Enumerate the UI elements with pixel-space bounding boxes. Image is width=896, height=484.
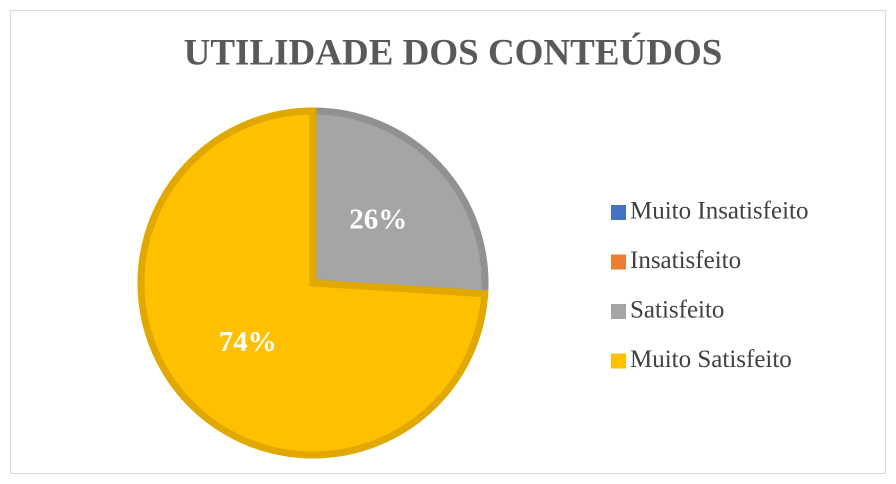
pie-slice [137,107,489,459]
pie-slice-edge [309,107,489,298]
legend-label: Insatisfeito [630,247,741,274]
legend-swatch [611,254,626,270]
legend-label: Satisfeito [630,297,724,324]
chart-title: UTILIDADE DOS CONTEÚDOS [184,31,723,73]
pie-slice [309,107,489,298]
data-label: 74% [219,326,277,358]
legend-swatch [611,304,626,319]
legend-swatch [611,205,626,220]
legend-swatch [611,353,626,369]
legend-label: Muito Insatisfeito [630,198,808,225]
data-label: 26% [349,203,407,235]
legend-label: Muito Satisfeito [630,346,792,373]
pie-slice-edge [137,107,489,459]
